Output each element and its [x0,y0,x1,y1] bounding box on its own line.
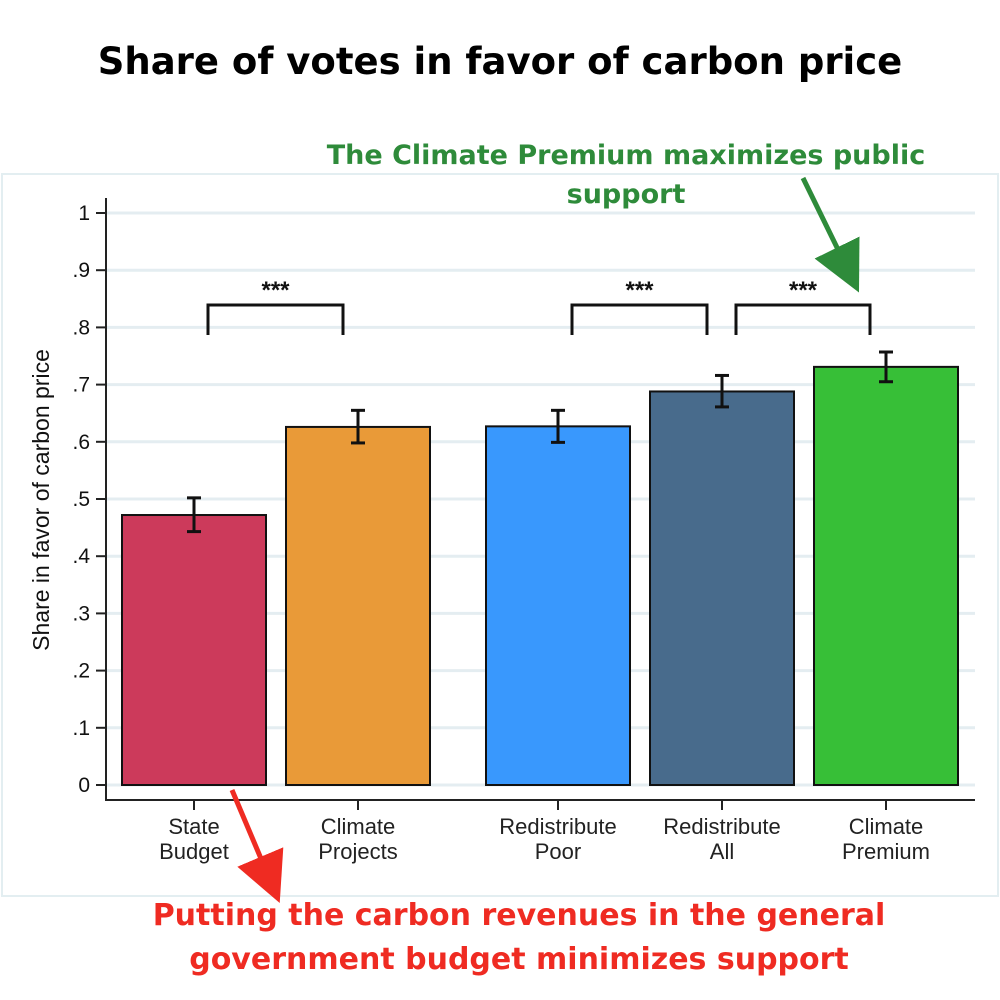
annotation-bottom-line-1: Putting the carbon revenues in the gener… [153,898,886,933]
significance-bracket [570,303,709,335]
x-axis-ticks: StateBudgetClimateProjectsRedistributePo… [159,800,930,864]
annotation-top: The Climate Premium maximizes public sup… [327,140,926,293]
x-tick-label: Climate [849,814,924,839]
significance-brackets: *** *** *** [206,277,872,335]
significance-label: *** [261,277,290,304]
y-tick-label: .7 [72,374,90,397]
bars [121,365,959,786]
x-tick-label: Projects [318,839,397,864]
annotation-top-line-2: support [567,179,686,210]
bar [121,514,267,786]
y-tick-label: 0 [78,774,90,797]
annotation-top-arrow [800,176,860,293]
y-tick-label: 1 [78,202,90,225]
y-tick-label: .2 [72,660,90,683]
y-tick-label: .6 [72,431,90,454]
y-tick-label: .4 [72,545,90,568]
y-axis-label: Share in favor of carbon price [28,349,54,651]
significance-label: *** [625,277,654,304]
bar [649,390,795,786]
x-tick-label: All [710,839,734,864]
y-tick-label: .5 [72,488,90,511]
significance-bracket [206,303,345,335]
bar [285,425,431,786]
y-tick-label: .8 [72,316,90,339]
x-tick-label: Redistribute [663,814,780,839]
significance-label: *** [789,277,818,304]
x-tick-label: Redistribute [499,814,616,839]
y-axis-ticks: 0 .1 .2 .3 .4 .5 .6 .7 .8 .9 1 [72,202,106,797]
x-tick-label: State [168,814,219,839]
error-bars [187,350,893,534]
annotation-top-line-1: The Climate Premium maximizes public [327,140,926,171]
x-tick-label: Premium [842,839,930,864]
significance-bracket [734,303,872,335]
bar [813,365,959,786]
y-tick-label: .1 [72,717,90,740]
chart-title: Share of votes in favor of carbon price [98,40,903,83]
y-tick-label: .3 [72,602,90,625]
annotation-bottom-arrow [229,789,284,904]
annotation-bottom: Putting the carbon revenues in the gener… [153,789,886,977]
x-tick-label: Poor [535,839,581,864]
y-tick-label: .9 [72,259,90,282]
bar [485,425,631,786]
annotation-bottom-line-2: government budget minimizes support [189,942,849,977]
x-tick-label: Budget [159,839,229,864]
x-tick-label: Climate [321,814,396,839]
plot-frame [1,173,999,897]
